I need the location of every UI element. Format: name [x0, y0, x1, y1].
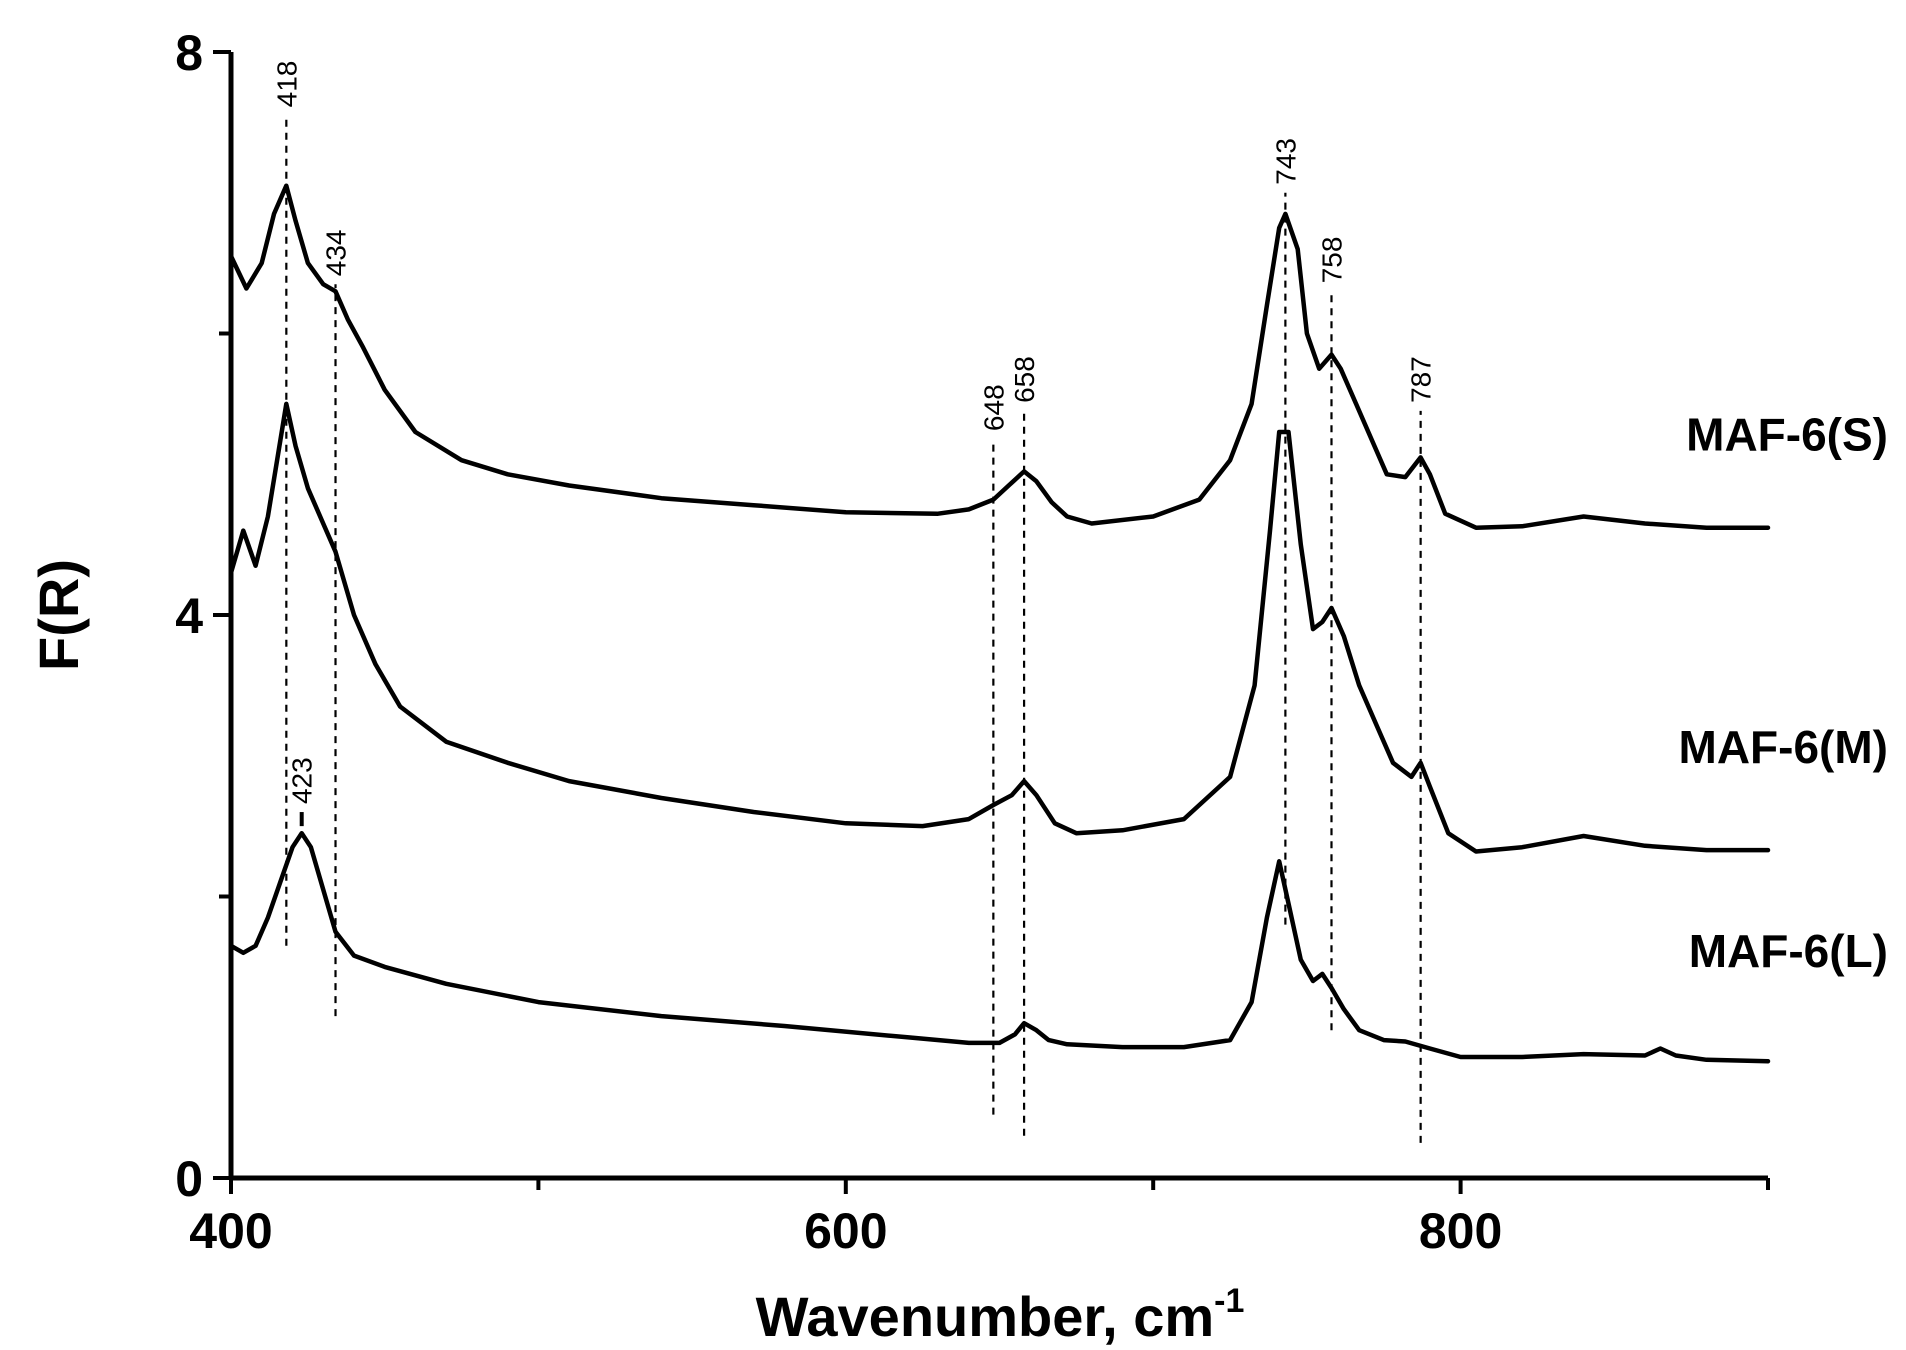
peak-label-423: 423 [287, 757, 318, 804]
peak-label-758: 758 [1316, 237, 1347, 284]
peak-label-418: 418 [271, 61, 302, 108]
peak-guide-lines [285, 115, 1422, 1143]
y-tick-label: 8 [175, 25, 203, 81]
peak-label-434: 434 [321, 230, 352, 277]
series-label-3: MAF-6(L) [1689, 925, 1888, 977]
axis-ticks: 400 600 800 0 4 8 [175, 25, 1770, 1259]
y-tick-label: 0 [175, 1151, 203, 1207]
x-axis-title-text: Wavenumber, cm [756, 1285, 1215, 1348]
series-label-1: MAF-6(S) [1686, 408, 1888, 460]
peak-label-648: 648 [978, 384, 1009, 431]
series-line-2 [228, 401, 1771, 854]
x-tick-label: 400 [189, 1203, 272, 1259]
peak-label-787: 787 [1406, 356, 1437, 403]
x-tick-label: 600 [804, 1203, 887, 1259]
y-tick-label: 4 [175, 588, 203, 644]
x-axis-title: Wavenumber, cm-1 [756, 1282, 1245, 1348]
peak-label-743: 743 [1270, 138, 1301, 185]
series-line-3 [228, 830, 1771, 1064]
series-lines [228, 183, 1771, 1064]
series-labels: MAF-6(S) MAF-6(M) MAF-6(L) [1679, 408, 1889, 977]
x-axis-title-superscript: -1 [1214, 1282, 1244, 1320]
axes [228, 52, 1768, 1181]
x-tick-label: 800 [1419, 1203, 1502, 1259]
series-line-1 [228, 183, 1771, 530]
peak-label-658: 658 [1009, 356, 1040, 403]
series-label-2: MAF-6(M) [1679, 721, 1889, 773]
y-axis-title: F(R) [27, 559, 90, 671]
